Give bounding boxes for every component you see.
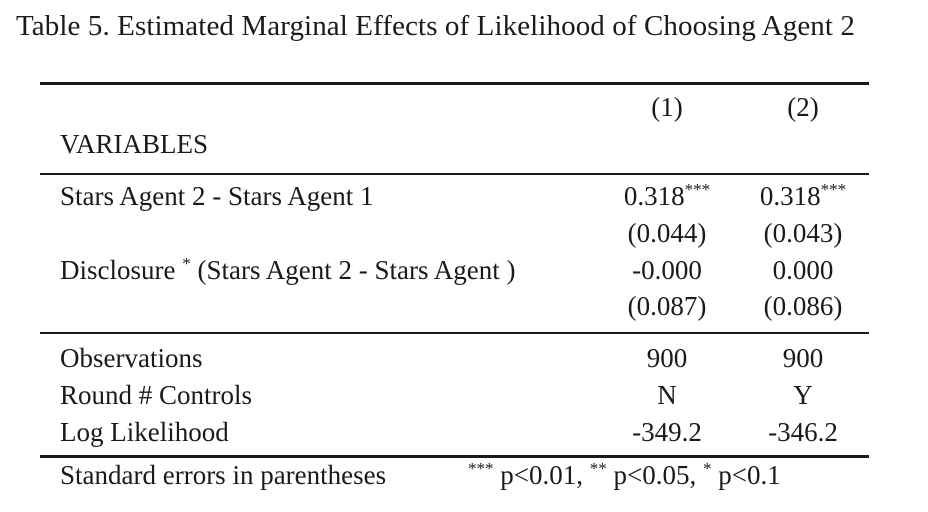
row-log-likelihood-col1: -349.2: [632, 417, 702, 447]
column-header-2: (2): [787, 92, 819, 122]
bottom-rule: [40, 455, 869, 458]
label-text: Disclosure: [60, 255, 176, 285]
row-disclosure-col2: 0.000: [772, 255, 834, 285]
sig-stars-1: ***: [468, 459, 494, 478]
row-observations-col2: 900: [782, 343, 824, 373]
coef-value: 0.318: [759, 181, 821, 211]
significance-stars: ***: [820, 180, 847, 199]
row-label-log-likelihood: Log Likelihood: [60, 417, 229, 447]
stats-rule: [40, 332, 869, 334]
row-disclosure-col1: -0.000: [632, 255, 702, 285]
row-round-controls-col2: Y: [793, 380, 813, 410]
label-text-rest: (Stars Agent 2 - Stars Agent ): [190, 255, 516, 285]
row-label-disclosure: Disclosure * (Stars Agent 2 - Stars Agen…: [60, 254, 516, 285]
interaction-star: *: [182, 254, 191, 273]
variables-header: VARIABLES: [60, 129, 209, 159]
significance-stars: ***: [684, 180, 711, 199]
row-label-round-controls: Round # Controls: [60, 380, 253, 410]
row-stars-diff-col1: 0.318***: [594, 180, 740, 211]
sig-stars-2: **: [589, 459, 607, 478]
sig-text-1: p<0.01,: [493, 460, 590, 490]
table-note-significance: *** p<0.01, ** p<0.05, * p<0.1: [468, 459, 781, 490]
row-disclosure-se-col1: (0.087): [627, 291, 707, 321]
sig-stars-3: *: [702, 459, 712, 478]
row-stars-diff-col2: 0.318***: [730, 180, 876, 211]
row-disclosure-se-col2: (0.086): [763, 291, 843, 321]
row-round-controls-col1: N: [657, 380, 677, 410]
row-label-observations: Observations: [60, 343, 203, 373]
row-label-stars-diff: Stars Agent 2 - Stars Agent 1: [60, 181, 374, 211]
row-stars-diff-se-col1: (0.044): [627, 218, 707, 248]
row-stars-diff-se-col2: (0.043): [763, 218, 843, 248]
sig-text-3: p<0.1: [711, 460, 781, 490]
top-rule: [40, 82, 869, 85]
column-header-1: (1): [651, 92, 683, 122]
table-caption: Table 5. Estimated Marginal Effects of L…: [16, 10, 856, 42]
coef-value: 0.318: [623, 181, 685, 211]
header-rule: [40, 173, 869, 175]
table-note-se: Standard errors in parentheses: [60, 460, 387, 490]
row-log-likelihood-col2: -346.2: [768, 417, 838, 447]
row-observations-col1: 900: [646, 343, 688, 373]
sig-text-2: p<0.05,: [606, 460, 703, 490]
